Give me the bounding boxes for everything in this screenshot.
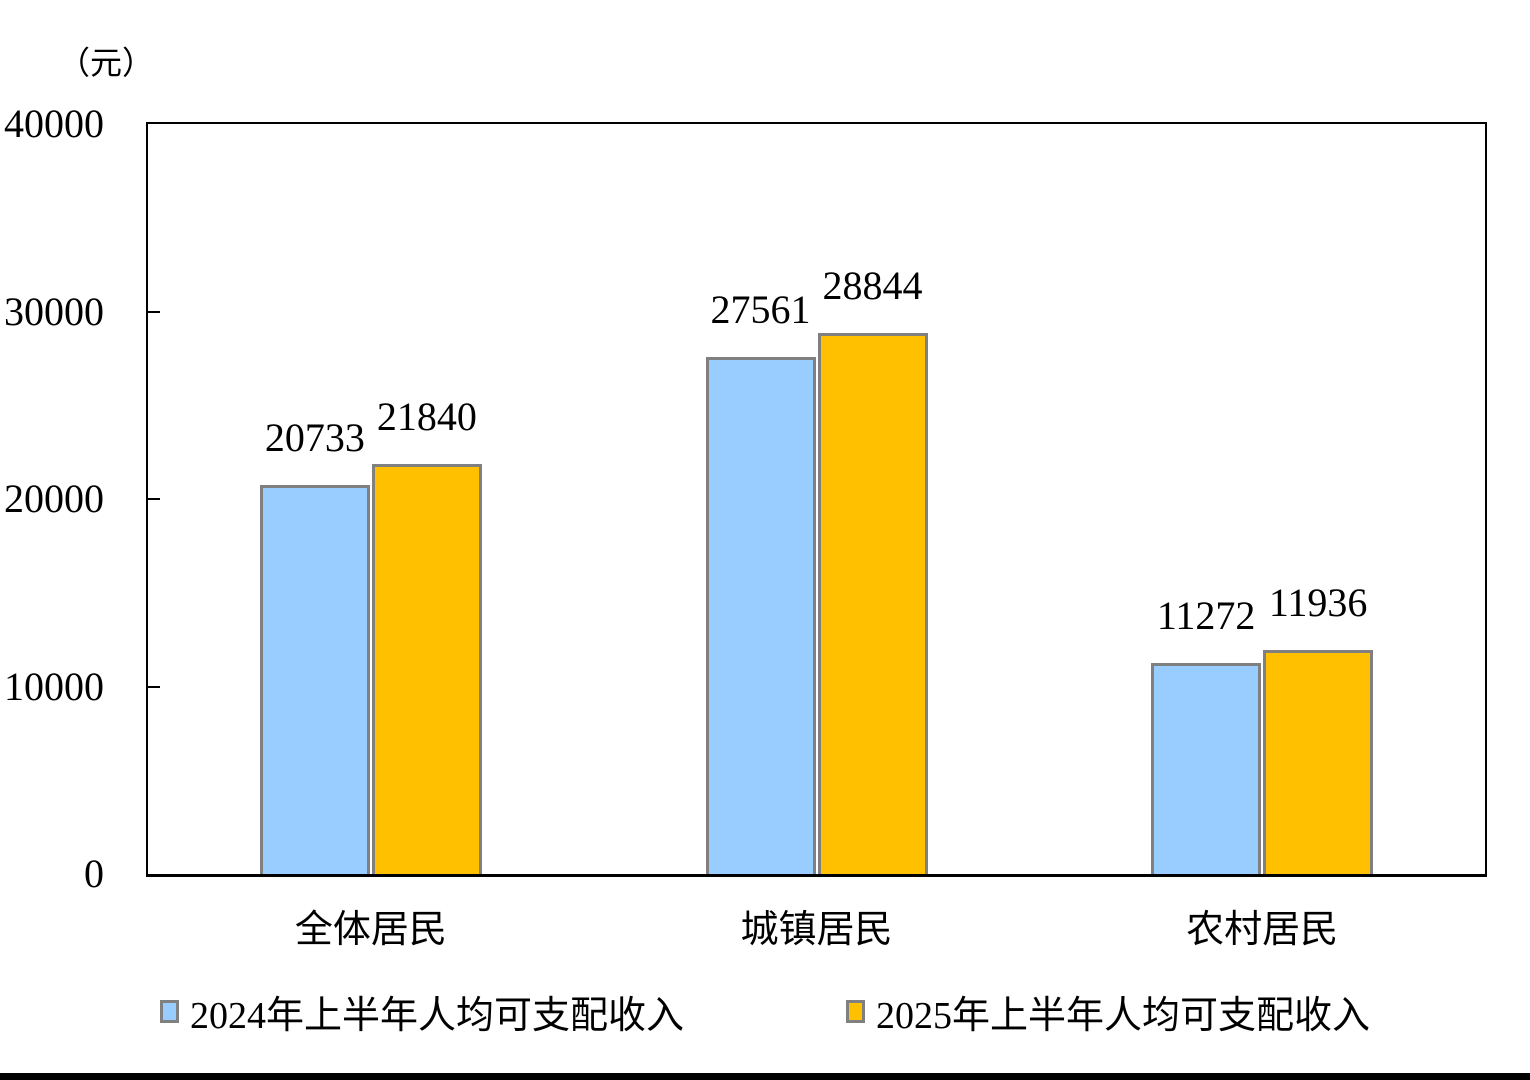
y-tick-30000 — [148, 310, 160, 313]
bar-series1-cat1 — [817, 333, 928, 874]
bottom-black-strip — [0, 1073, 1530, 1080]
bar-series0-cat2 — [1151, 663, 1262, 874]
legend: 2024年上半年人均可支配收入 2025年上半年人均可支配收入 — [0, 984, 1530, 1039]
legend-label: 2025年上半年人均可支配收入 — [876, 995, 1371, 1037]
legend-swatch-icon — [159, 1000, 179, 1023]
bar-value-series0-cat1: 27561 — [710, 287, 811, 332]
y-tick-label-40000: 40000 — [4, 101, 104, 146]
category-label-2: 农村居民 — [1186, 909, 1339, 951]
bar-series1-cat2 — [1263, 650, 1374, 874]
bar-value-series1-cat0: 21840 — [376, 394, 477, 439]
y-tick-label-20000: 20000 — [4, 476, 104, 521]
bar-value-series0-cat0: 20733 — [264, 415, 365, 460]
plot-area: 20733 21840 27561 28844 11272 11936 — [146, 122, 1487, 877]
legend-swatch-icon — [846, 1000, 865, 1023]
y-tick-20000 — [148, 498, 160, 500]
legend-item-1: 2025年上半年人均可支配收入 — [846, 984, 1370, 1039]
bar-value-series1-cat2: 11936 — [1268, 580, 1368, 625]
y-tick-label-10000: 10000 — [4, 663, 104, 709]
category-label-1: 城镇居民 — [740, 909, 893, 951]
y-axis-unit-label: （元） — [58, 45, 155, 81]
y-tick-label-30000: 30000 — [4, 288, 104, 334]
bar-series1-cat0 — [371, 464, 482, 874]
y-tick-label-0: 0 — [84, 851, 104, 896]
legend-item-0: 2024年上半年人均可支配收入 — [159, 984, 684, 1039]
bar-series0-cat1 — [705, 357, 816, 874]
legend-label: 2024年上半年人均可支配收入 — [189, 995, 684, 1037]
y-tick-10000 — [148, 685, 160, 688]
bar-series0-cat0 — [259, 485, 370, 874]
bar-value-series1-cat1: 28844 — [822, 263, 923, 308]
category-label-0: 全体居民 — [294, 909, 447, 951]
bar-value-series0-cat2: 11272 — [1156, 593, 1256, 638]
